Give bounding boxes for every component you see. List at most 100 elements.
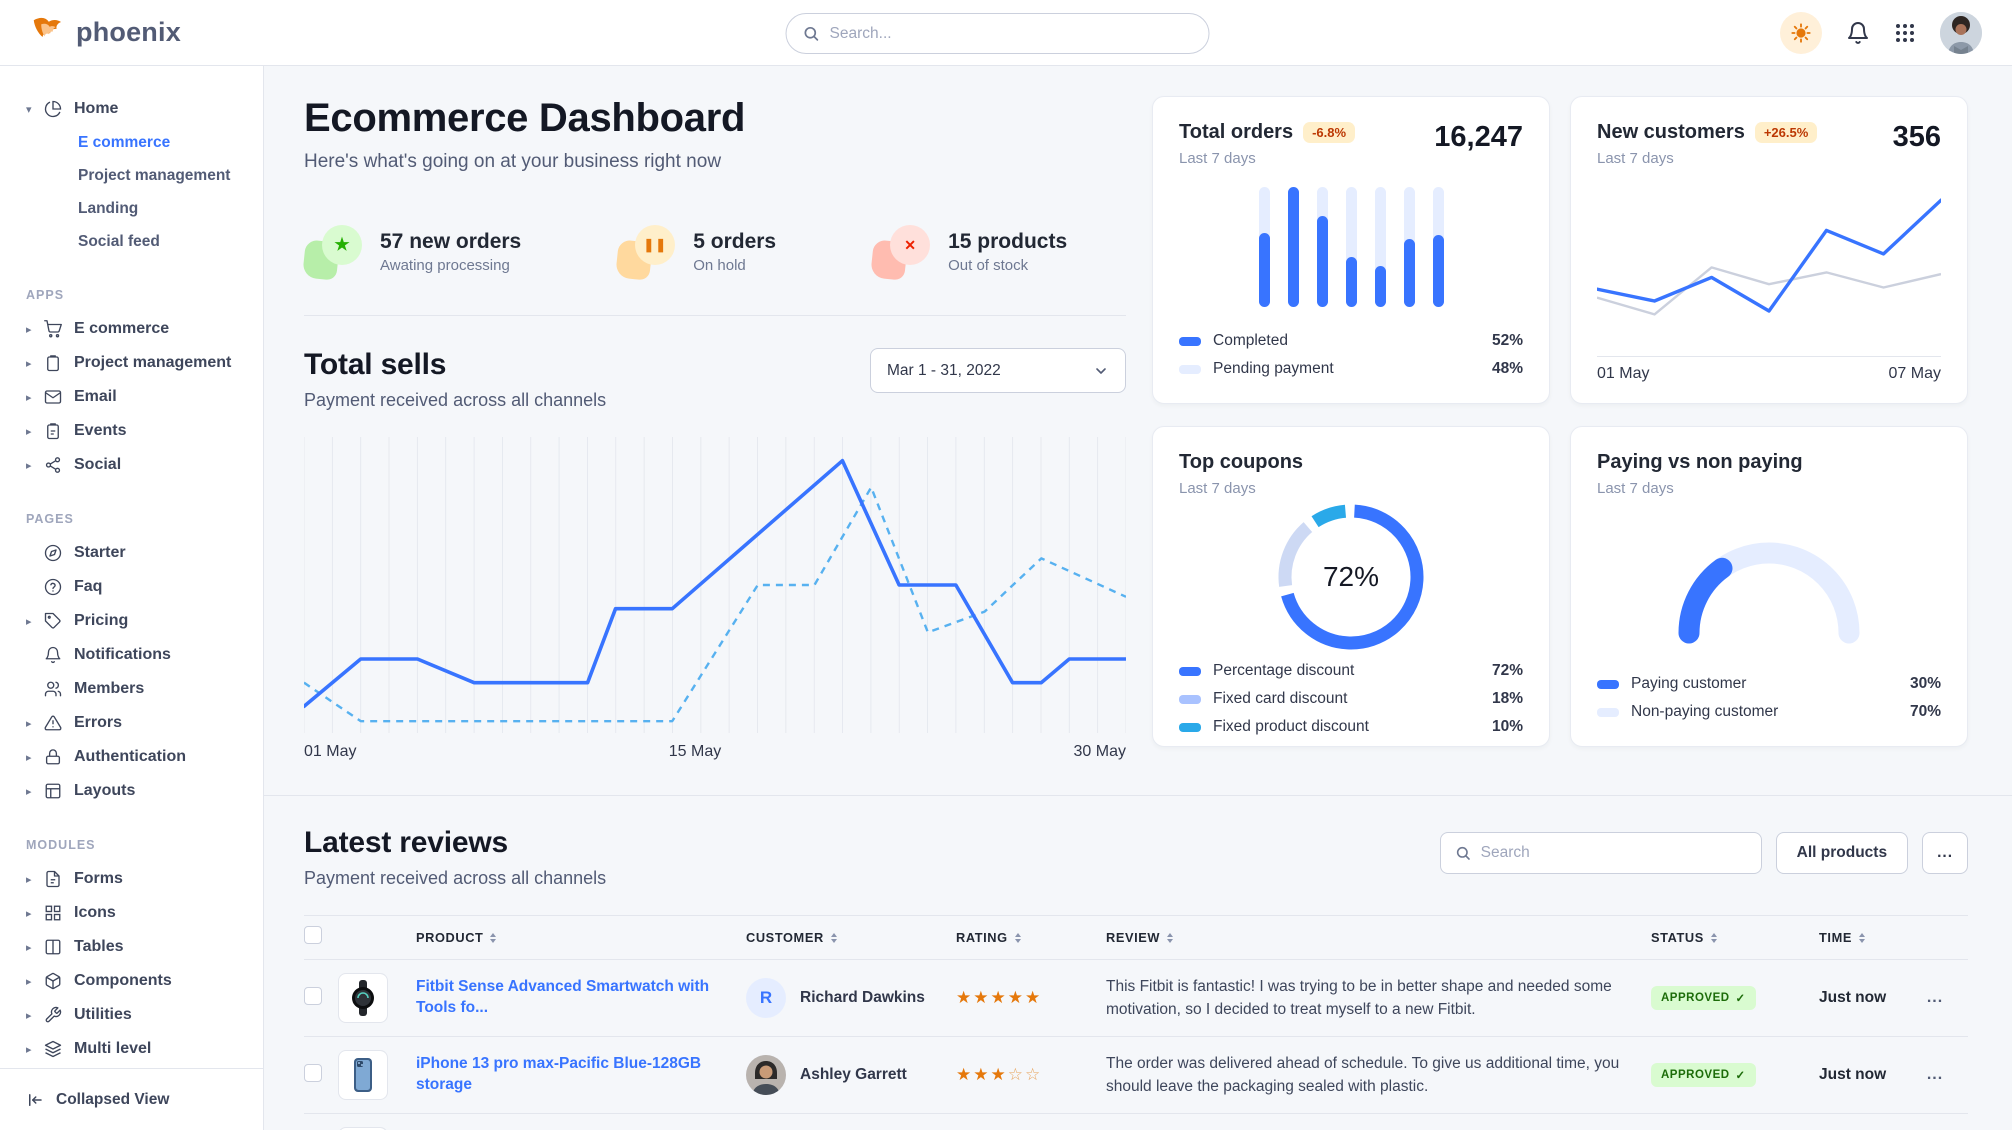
date-range-select[interactable]: Mar 1 - 31, 2022	[870, 348, 1126, 393]
calendar-icon	[44, 422, 74, 440]
row-checkbox[interactable]	[304, 986, 322, 1005]
more-options-button[interactable]: ...	[1922, 832, 1968, 874]
select-all-checkbox[interactable]	[304, 926, 322, 944]
total-orders-card: Total orders -6.8% Last 7 days 16,247	[1152, 96, 1550, 404]
sidebar-item-starter[interactable]: Starter	[0, 536, 263, 570]
sidebar-item-layouts[interactable]: ▸ Layouts	[26, 782, 136, 800]
row-actions-button[interactable]: ...	[1919, 1066, 1951, 1084]
all-products-button[interactable]: All products	[1775, 832, 1909, 874]
customer-avatar-photo	[746, 1055, 786, 1095]
product-link[interactable]: Fitbit Sense Advanced Smartwatch with To…	[416, 978, 710, 1016]
column-product[interactable]: PRODUCT	[416, 930, 746, 945]
apps-menu-button[interactable]	[1894, 22, 1916, 44]
legend-swatch	[1179, 694, 1201, 704]
reviews-search-input[interactable]	[1480, 844, 1747, 862]
orders-legend: Completed 52% Pending payment 48%	[1179, 327, 1523, 383]
sidebar-item-faq[interactable]: Faq	[0, 570, 263, 604]
table-columns-icon	[44, 938, 74, 956]
collapse-sidebar-button[interactable]: Collapsed View	[0, 1068, 263, 1130]
table-header-row: PRODUCT CUSTOMER RATING REVIEW STATUS TI…	[304, 915, 1968, 960]
wrench-icon	[44, 1006, 74, 1024]
users-icon	[44, 680, 74, 698]
legend-swatch	[1179, 364, 1201, 374]
column-status[interactable]: STATUS	[1651, 930, 1819, 945]
sidebar-item-email[interactable]: ▸ Email	[26, 388, 117, 405]
sidebar-subitem-social-feed[interactable]: Social feed	[78, 233, 160, 250]
sidebar-subitem-ecommerce[interactable]: E commerce	[78, 134, 171, 151]
sidebar-item-utilities[interactable]: ▸ Utilities	[26, 1006, 132, 1024]
star-icon: ★	[1007, 988, 1025, 1007]
legend-swatch	[1179, 336, 1201, 346]
review-row: ☆☆☆☆☆ It's a Mac, after all. Once you've…	[304, 1114, 1968, 1130]
question-circle-icon	[44, 578, 74, 596]
sidebar-item-events[interactable]: ▸ Events	[26, 422, 127, 440]
sort-icon	[1014, 932, 1021, 943]
sidebar-item-project-management-app[interactable]: ▸ Project management	[26, 354, 232, 372]
customer-avatar-initial: R	[746, 978, 786, 1018]
layers-icon	[44, 1040, 74, 1058]
notifications-button[interactable]	[1846, 21, 1870, 45]
gauge-arc	[1678, 557, 1733, 643]
search-input[interactable]	[829, 24, 1193, 43]
product-thumbnail-smartwatch	[338, 973, 388, 1023]
product-link[interactable]: iPhone 13 pro max-Pacific Blue-128GB sto…	[416, 1055, 702, 1093]
sidebar-item-home[interactable]: ▾ Home	[0, 92, 263, 126]
page-subtitle: Here's what's going on at your business …	[304, 151, 722, 172]
layout-icon	[44, 782, 74, 800]
sidebar-item-tables[interactable]: ▸ Tables	[26, 938, 124, 956]
sidebar-item-authentication[interactable]: ▸ Authentication	[26, 748, 186, 766]
donut-segment	[1278, 504, 1424, 650]
user-avatar[interactable]	[1940, 11, 1982, 54]
star-icon: ★	[990, 988, 1008, 1007]
bell-icon	[1846, 21, 1870, 45]
column-customer[interactable]: CUSTOMER	[746, 930, 956, 945]
row-actions-button[interactable]: ...	[1919, 989, 1951, 1007]
column-rating[interactable]: RATING	[956, 930, 1106, 945]
row-checkbox[interactable]	[304, 1063, 322, 1082]
sidebar-item-multi-level[interactable]: ▸ Multi level	[26, 1040, 152, 1058]
star-icon: ★	[990, 1065, 1008, 1084]
sidebar-item-errors[interactable]: ▸ Errors	[26, 714, 123, 731]
sidebar-subitem-project-management[interactable]: Project management	[78, 167, 231, 184]
file-text-icon	[44, 870, 74, 888]
column-time[interactable]: TIME	[1819, 930, 1919, 945]
change-badge: +26.5%	[1754, 122, 1818, 143]
chevron-right-icon: ▸	[26, 751, 32, 764]
stat-orders-on-hold: ❚❚ 5 orders On hold	[615, 225, 776, 281]
chevron-down-icon	[1093, 363, 1109, 379]
order-bar	[1374, 187, 1386, 307]
sidebar-item-members[interactable]: Members	[0, 672, 263, 706]
sidebar-subitem-landing[interactable]: Landing	[78, 200, 139, 217]
order-bar	[1403, 187, 1415, 307]
product-thumbnail-iphone	[338, 1050, 388, 1100]
brand-logo[interactable]: phoenix	[30, 15, 181, 51]
star-icon: ★	[973, 1065, 991, 1084]
sidebar-item-forms[interactable]: ▸ Forms	[26, 870, 123, 888]
x-axis-labels: 01 May 15 May 30 May	[304, 743, 1126, 760]
sidebar-item-ecommerce-app[interactable]: ▸ E commerce	[26, 320, 170, 338]
grid-dots-icon	[1894, 22, 1916, 44]
sidebar-item-components[interactable]: ▸ Components	[26, 972, 172, 990]
sidebar-item-label: Home	[74, 100, 119, 117]
star-icon: ☆	[1007, 1065, 1025, 1084]
new-customers-card: New customers +26.5% Last 7 days 356	[1570, 96, 1968, 404]
lock-icon	[44, 748, 74, 766]
chevron-right-icon: ▸	[26, 357, 32, 370]
check-icon: ✓	[1735, 993, 1746, 1005]
rating-stars: ★★★☆☆	[956, 1065, 1106, 1085]
chevron-right-icon: ▸	[26, 1009, 32, 1022]
sidebar-item-pricing[interactable]: ▸ Pricing	[26, 612, 129, 629]
compass-icon	[44, 544, 74, 562]
customer-cell: R Richard Dawkins	[746, 978, 956, 1018]
stat-out-of-stock: ✕ 15 products Out of stock	[870, 225, 1067, 281]
column-review[interactable]: REVIEW	[1106, 930, 1651, 945]
sidebar-item-notifications[interactable]: Notifications	[0, 638, 263, 672]
theme-toggle-button[interactable]	[1780, 11, 1822, 54]
donut-center-value: 72%	[1322, 561, 1380, 592]
sidebar-item-icons[interactable]: ▸ Icons	[26, 904, 116, 922]
kpi-cards: Total orders -6.8% Last 7 days 16,247	[1152, 96, 1968, 761]
total-sells-subtitle: Payment received across all channels	[304, 390, 607, 410]
sidebar-section-apps: APPS	[26, 288, 65, 302]
grid-icon	[44, 904, 74, 922]
sidebar-item-social[interactable]: ▸ Social	[26, 456, 122, 473]
